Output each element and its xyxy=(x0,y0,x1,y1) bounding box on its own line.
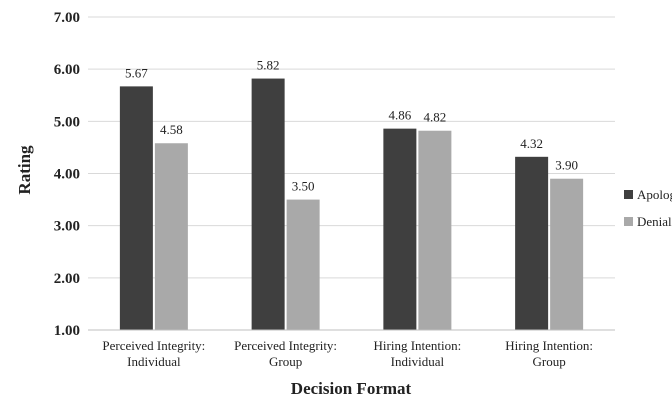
x-category-label: Hiring Intention: Group xyxy=(505,338,593,369)
data-label: 4.82 xyxy=(424,110,447,125)
legend-swatch-apology xyxy=(624,190,633,199)
y-tick-label: 6.00 xyxy=(54,62,80,78)
y-tick-label: 1.00 xyxy=(54,323,80,339)
data-label: 3.50 xyxy=(292,179,315,194)
x-category-label: Perceived Integrity: Individual xyxy=(102,338,205,369)
bars xyxy=(119,78,584,330)
data-labels: 5.67 4.58 5.82 3.50 4.86 4.82 4.32 3.90 xyxy=(125,58,578,194)
bar-apology xyxy=(515,156,549,330)
y-axis-ticks: 1.00 2.00 3.00 4.00 5.00 6.00 7.00 xyxy=(54,10,80,339)
data-label: 5.67 xyxy=(125,65,148,80)
bar-apology xyxy=(251,78,285,330)
x-axis-categories: Perceived Integrity: Individual Perceived … xyxy=(102,338,593,369)
y-tick-label: 5.00 xyxy=(54,114,80,130)
data-label: 5.82 xyxy=(257,58,280,73)
bar-denial xyxy=(154,143,188,330)
bar-apology xyxy=(383,128,417,330)
legend-label: Denial xyxy=(637,214,672,229)
data-label: 4.58 xyxy=(160,122,183,137)
y-tick-label: 4.00 xyxy=(54,167,80,183)
y-axis-title: Rating xyxy=(15,145,34,195)
data-label: 4.32 xyxy=(520,136,543,151)
data-label: 3.90 xyxy=(555,158,578,173)
bar-denial xyxy=(286,199,320,330)
bar-apology xyxy=(119,86,153,330)
y-tick-label: 7.00 xyxy=(54,10,80,26)
legend-swatch-denial xyxy=(624,217,633,226)
y-tick-label: 3.00 xyxy=(54,219,80,235)
legend-label: Apology xyxy=(637,187,672,202)
x-axis-title: Decision Format xyxy=(291,379,412,398)
bar-denial xyxy=(550,178,584,330)
bar-denial xyxy=(418,130,452,330)
legend: Apology Denial xyxy=(624,187,672,229)
x-category-label: Perceived Integrity: Group xyxy=(234,338,337,369)
y-tick-label: 2.00 xyxy=(54,271,80,287)
x-category-label: Hiring Intention: Individual xyxy=(374,338,462,369)
data-label: 4.86 xyxy=(389,108,412,123)
